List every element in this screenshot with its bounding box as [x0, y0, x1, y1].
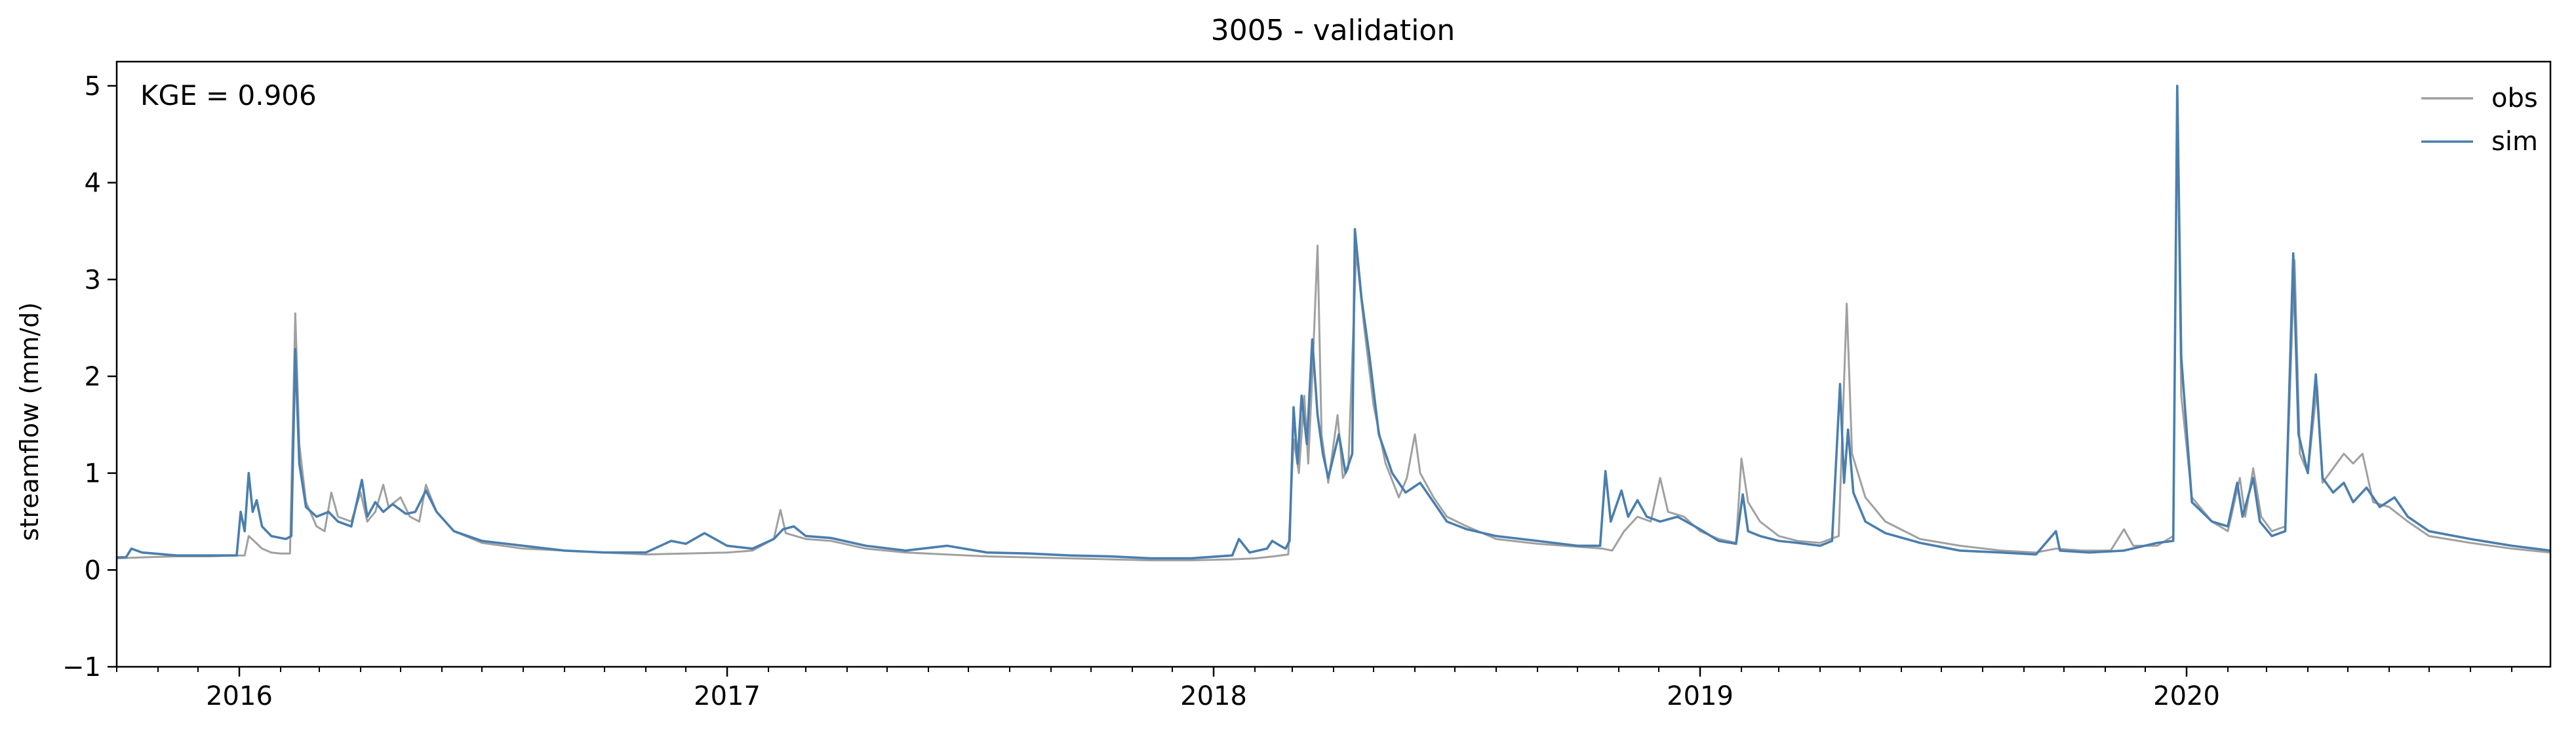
x-tick-label: 2020 — [2153, 681, 2220, 711]
kge-annotation: KGE = 0.906 — [140, 79, 317, 111]
plot-frame — [115, 60, 2552, 668]
x-tick-label: 2018 — [1180, 681, 1247, 711]
chart-title: 3005 - validation — [1211, 14, 1455, 47]
y-tick-label: −1 — [62, 652, 101, 683]
y-tick-label: 0 — [85, 555, 101, 585]
legend: obs sim — [2421, 83, 2538, 157]
y-axis-label: streamflow (mm/d) — [15, 302, 44, 541]
y-tick-label: 2 — [85, 362, 101, 392]
x-tick-label: 2017 — [694, 681, 761, 711]
x-tick-label: 2019 — [1667, 681, 1734, 711]
legend-label-sim: sim — [2491, 127, 2538, 157]
y-tick-label: 1 — [85, 459, 101, 489]
series-layer — [117, 85, 2550, 562]
x-axis-ticks: 2016 2017 2018 2019 2020 — [116, 667, 2513, 711]
y-tick-label: 4 — [85, 168, 101, 199]
y-tick-label: 3 — [85, 265, 101, 295]
series-line-sim — [117, 85, 2550, 560]
y-axis-ticks: −1 0 1 2 3 4 5 — [62, 71, 117, 683]
x-tick-label: 2016 — [206, 681, 273, 711]
y-tick-label: 5 — [85, 71, 101, 102]
legend-label-obs: obs — [2491, 83, 2538, 113]
